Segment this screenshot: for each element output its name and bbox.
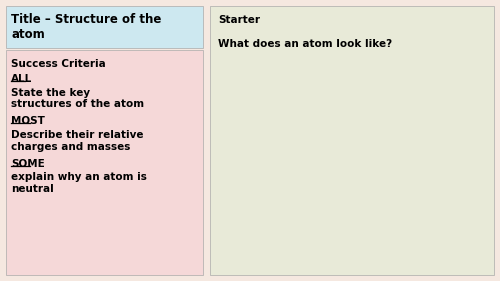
- FancyBboxPatch shape: [210, 6, 494, 275]
- Text: Title – Structure of the
atom: Title – Structure of the atom: [11, 13, 162, 41]
- Text: Success Criteria: Success Criteria: [11, 59, 106, 69]
- Text: Describe their relative
charges and masses: Describe their relative charges and mass…: [11, 130, 143, 152]
- FancyBboxPatch shape: [6, 6, 203, 48]
- Text: Starter: Starter: [218, 15, 260, 25]
- Text: explain why an atom is
neutral: explain why an atom is neutral: [11, 173, 147, 194]
- FancyBboxPatch shape: [6, 50, 203, 275]
- Text: ALL: ALL: [11, 74, 32, 84]
- Text: What does an atom look like?: What does an atom look like?: [218, 39, 392, 49]
- Text: State the key
structures of the atom: State the key structures of the atom: [11, 87, 144, 109]
- Text: MOST: MOST: [11, 117, 45, 126]
- Text: SOME: SOME: [11, 159, 45, 169]
